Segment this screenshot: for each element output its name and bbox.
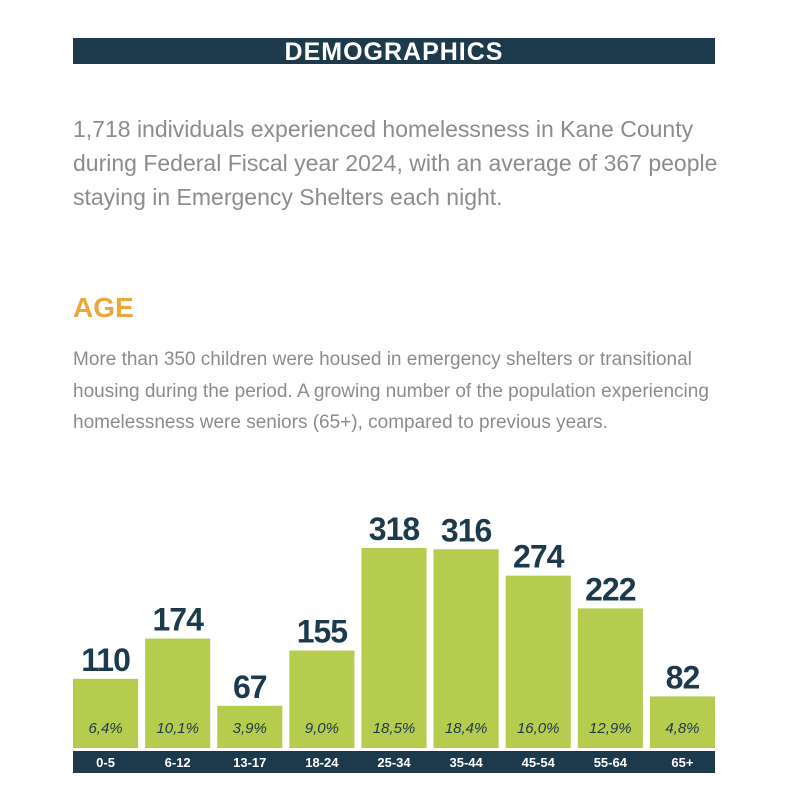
x-tick-label: 6-12 <box>165 755 191 770</box>
percentage-label: 9,0% <box>305 720 339 737</box>
x-tick-label: 35-44 <box>449 755 483 770</box>
bar <box>217 705 283 748</box>
percentage-label: 18,5% <box>373 720 416 737</box>
bar <box>505 575 571 748</box>
value-label: 110 <box>81 642 130 678</box>
x-tick-label: 0-5 <box>96 755 115 770</box>
bar <box>433 549 499 748</box>
bar <box>577 608 643 748</box>
header-title: DEMOGRAPHICS <box>73 38 715 66</box>
intro-text: 1,718 individuals experienced homelessne… <box>73 116 718 210</box>
value-label: 316 <box>441 512 492 548</box>
section-title: AGE <box>73 292 134 323</box>
value-label: 82 <box>666 659 700 695</box>
section-text: More than 350 children were housed in em… <box>73 349 709 433</box>
category-strip <box>73 751 715 773</box>
bar <box>73 678 139 748</box>
percentage-label: 16,0% <box>517 720 560 737</box>
value-label: 274 <box>513 539 565 575</box>
percentage-label: 18,4% <box>445 720 488 737</box>
value-label: 174 <box>152 602 204 638</box>
bar <box>361 548 427 748</box>
percentage-label: 3,9% <box>233 720 267 737</box>
x-tick-label: 25-34 <box>377 755 411 770</box>
x-tick-label: 13-17 <box>233 755 266 770</box>
bar <box>649 696 715 748</box>
x-tick-label: 45-54 <box>522 755 556 770</box>
x-tick-label: 65+ <box>671 755 693 770</box>
percentage-label: 12,9% <box>589 720 632 737</box>
bar <box>289 650 355 748</box>
value-label: 318 <box>369 511 420 547</box>
percentage-label: 6,4% <box>88 720 122 737</box>
bar <box>145 638 211 748</box>
value-label: 67 <box>233 669 267 705</box>
value-label: 155 <box>297 614 348 650</box>
x-tick-label: 55-64 <box>594 755 628 770</box>
percentage-label: 10,1% <box>156 720 199 737</box>
percentage-label: 4,8% <box>665 720 699 737</box>
x-tick-label: 18-24 <box>305 755 339 770</box>
value-label: 222 <box>585 571 636 607</box>
